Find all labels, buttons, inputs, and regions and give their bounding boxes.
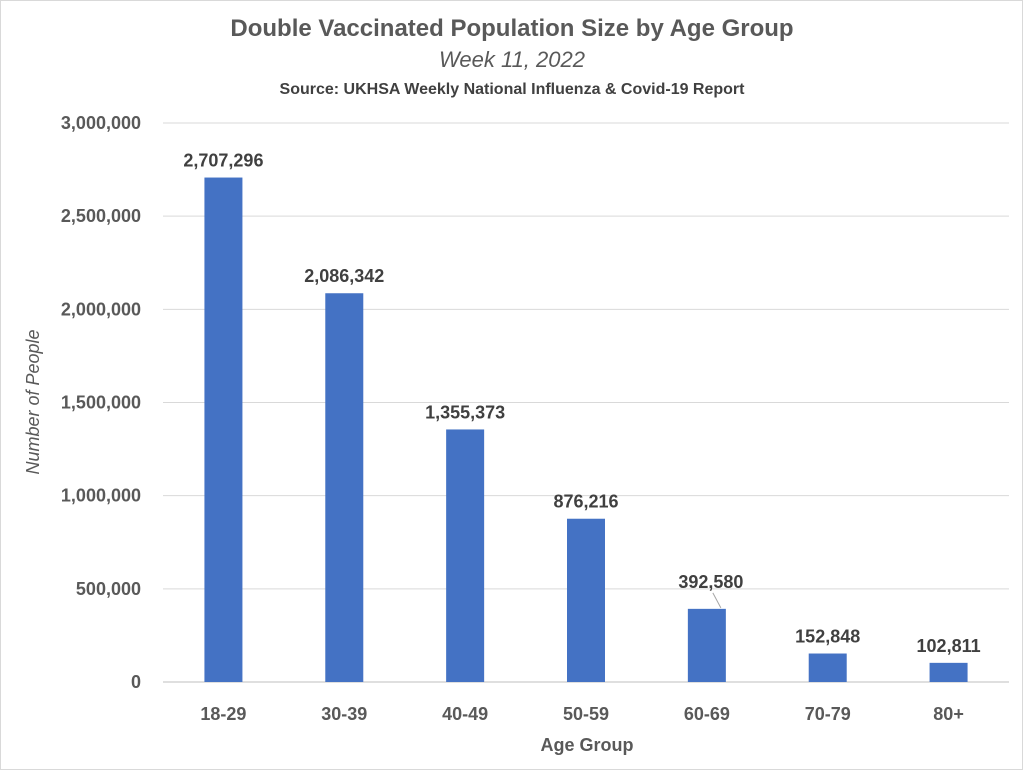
bar: [687, 608, 726, 682]
y-tick-label: 2,000,000: [61, 299, 141, 319]
x-tick-label: 30-39: [321, 704, 367, 724]
y-tick-label: 500,000: [76, 579, 141, 599]
x-tick-label: 80+: [933, 704, 964, 724]
data-label: 1,355,373: [425, 402, 505, 422]
y-axis-title: Number of People: [23, 329, 43, 474]
bar: [204, 177, 243, 682]
bar: [325, 293, 364, 682]
x-tick-label: 40-49: [442, 704, 488, 724]
data-label: 876,216: [553, 492, 618, 512]
y-tick-label: 3,000,000: [61, 113, 141, 133]
data-label: 392,580: [678, 572, 743, 592]
x-tick-label: 70-79: [805, 704, 851, 724]
y-tick-label: 0: [131, 672, 141, 692]
y-tick-label: 2,500,000: [61, 206, 141, 226]
bars: [204, 177, 968, 682]
data-label: 152,848: [795, 627, 860, 647]
x-tick-label: 60-69: [684, 704, 730, 724]
y-tick-labels: 0 500,000 1,000,000 1,500,000 2,000,000 2,500…: [61, 113, 141, 692]
data-label-leader-line: [712, 592, 722, 609]
data-label: 102,811: [917, 636, 981, 656]
x-axis-title: Age Group: [541, 735, 634, 755]
data-label: 2,707,296: [183, 151, 263, 171]
bar: [929, 662, 968, 682]
y-tick-label: 1,000,000: [61, 486, 141, 506]
chart-subtitle: Week 11, 2022: [439, 47, 585, 72]
bar: [808, 653, 847, 682]
data-label: 2,086,342: [304, 266, 384, 286]
y-tick-label: 1,500,000: [61, 393, 141, 413]
chart-title: Double Vaccinated Population Size by Age…: [230, 15, 793, 42]
chart-source: Source: UKHSA Weekly National Influenza …: [280, 81, 746, 98]
x-tick-label: 50-59: [563, 704, 609, 724]
x-tick-label: 18-29: [200, 704, 246, 724]
data-labels: 2,707,296 2,086,342 1,355,373 876,216 392,58…: [183, 151, 980, 656]
x-tick-labels: 18-29 30-39 40-49 50-59 60-69 70-79 80+: [200, 704, 963, 724]
gridlines: [163, 122, 1009, 683]
bar: [567, 518, 605, 682]
leader-lines: [712, 592, 722, 609]
bar: [446, 429, 485, 682]
